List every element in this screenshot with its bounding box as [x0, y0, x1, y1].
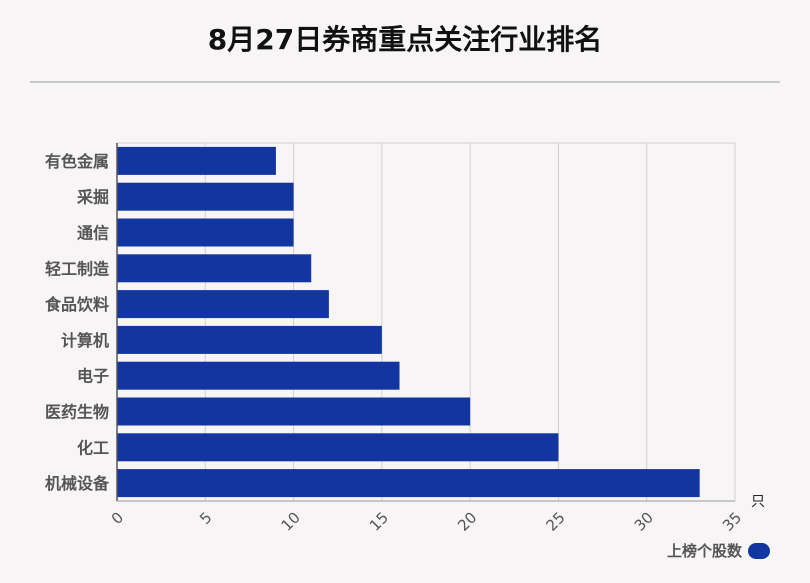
- category-label: 电子: [77, 367, 109, 386]
- x-tick-label: 20: [454, 509, 480, 535]
- x-tick-label: 25: [542, 509, 568, 535]
- x-axis-unit: 只: [751, 494, 765, 510]
- category-label: 机械设备: [45, 474, 110, 493]
- bar: [117, 290, 329, 319]
- bar: [117, 254, 312, 283]
- category-label: 通信: [77, 224, 109, 243]
- bar: [117, 218, 294, 247]
- category-label: 有色金属: [45, 152, 109, 171]
- bar: [117, 182, 294, 211]
- bar: [117, 433, 559, 462]
- bar: [117, 397, 471, 426]
- legend-label: 上榜个股数: [666, 542, 742, 560]
- bar: [117, 361, 400, 390]
- x-tick-label: 35: [719, 509, 745, 535]
- category-label: 医药生物: [45, 403, 109, 422]
- bar: [117, 146, 276, 175]
- chart-title: 8月27日券商重点关注行业排名: [207, 23, 603, 56]
- legend[interactable]: 上榜个股数: [667, 540, 770, 561]
- category-label: 化工: [77, 438, 109, 457]
- x-tick-label: 15: [366, 509, 392, 535]
- bar: [117, 469, 700, 498]
- category-label: 计算机: [61, 331, 109, 350]
- x-tick-label: 5: [196, 509, 215, 528]
- category-label: 食品饮料: [44, 295, 109, 314]
- legend-swatch: [748, 542, 770, 559]
- category-label: 采掘: [76, 188, 109, 207]
- title-divider: [30, 81, 780, 83]
- x-tick-label: 0: [108, 509, 127, 528]
- x-tick-label: 30: [631, 509, 657, 535]
- category-label: 轻工制造: [45, 259, 110, 278]
- bar: [117, 325, 382, 354]
- x-tick-label: 10: [278, 509, 304, 535]
